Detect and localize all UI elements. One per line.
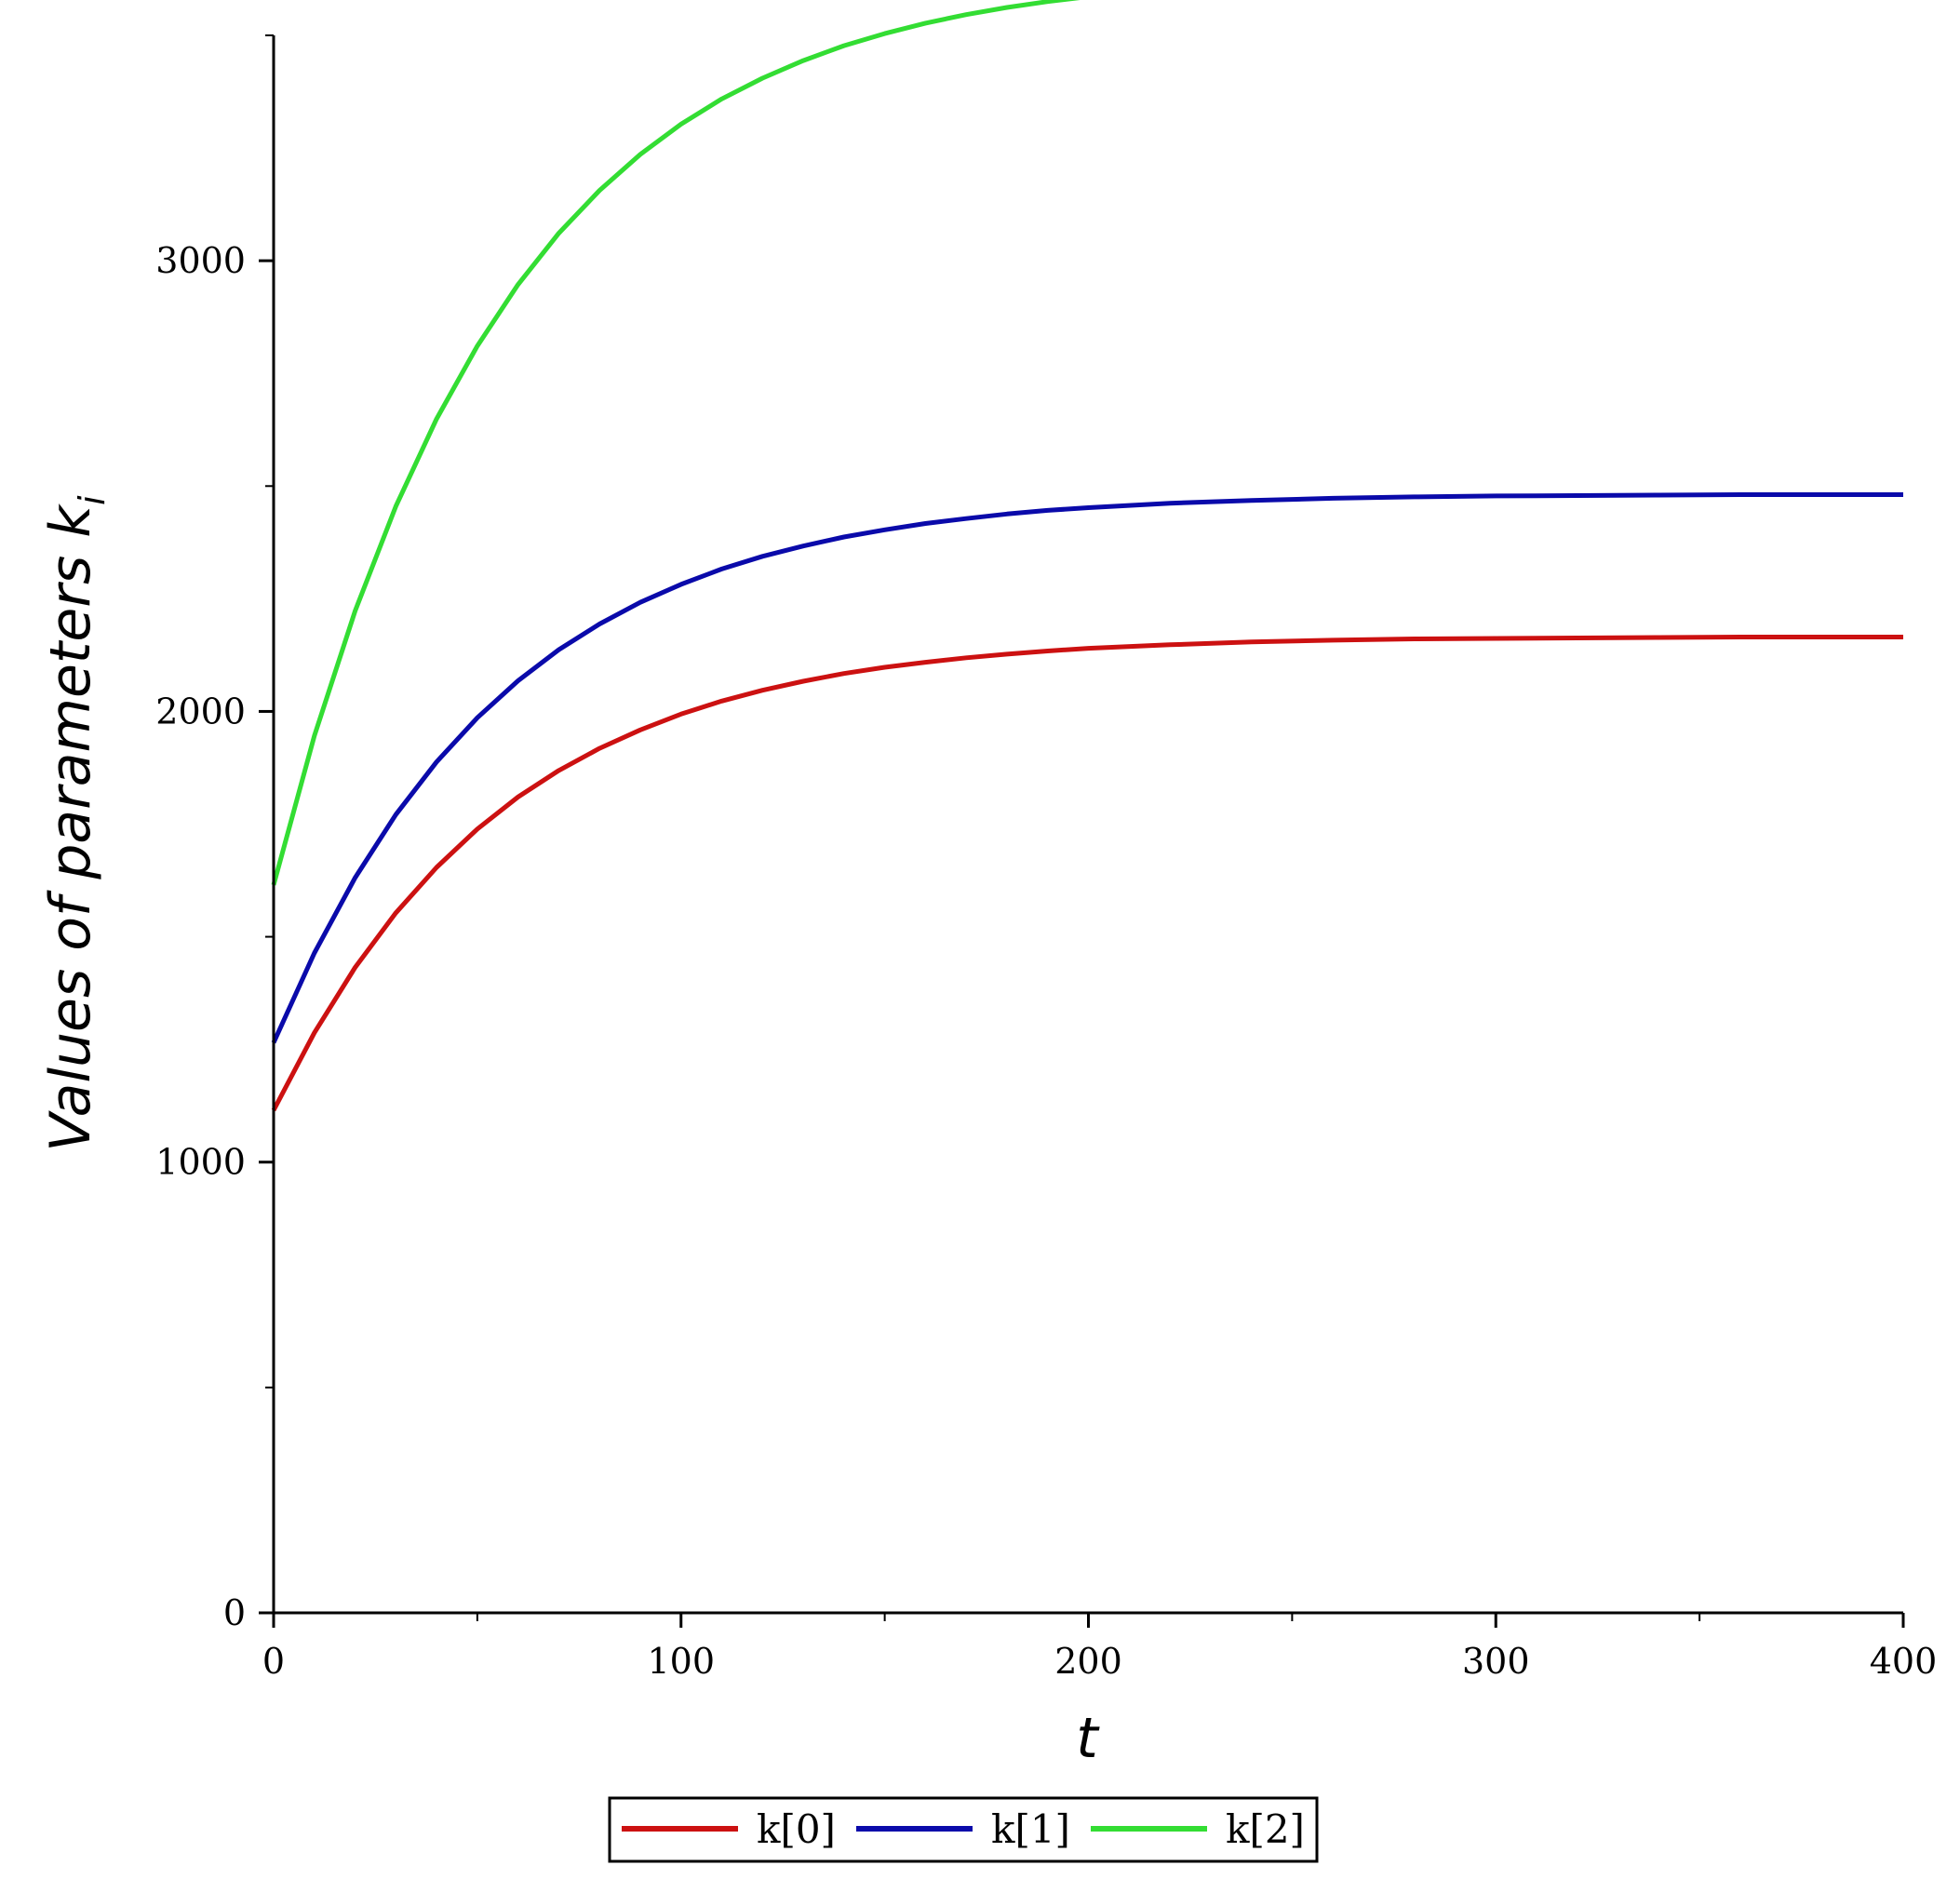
axes: [272, 35, 1903, 1615]
y-axis-title: Values of parameters ki: [38, 495, 113, 1152]
y-axis-title-subscript: i: [72, 495, 113, 505]
y-tick-label: 0: [223, 1592, 246, 1633]
series-line-k0: [271, 635, 1903, 1112]
ticks: 0 100 200 300 400 0 1000 2000 3000: [155, 34, 1938, 1682]
x-tick-label: 400: [1870, 1641, 1938, 1682]
series-line-k1: [271, 492, 1903, 1044]
series-line-k2: [271, 0, 1081, 886]
legend-label-k2: k[2]: [1226, 1806, 1305, 1852]
x-axis-title: t: [1076, 1706, 1100, 1771]
y-tick-label: 2000: [155, 691, 246, 731]
legend-label-k0: k[0]: [757, 1806, 836, 1852]
y-tick-label: 3000: [155, 240, 246, 281]
series-layer: [271, 0, 1903, 1112]
legend-label-k1: k[1]: [991, 1806, 1070, 1852]
x-tick-label: 300: [1462, 1641, 1530, 1682]
x-tick-label: 0: [262, 1641, 285, 1682]
x-tick-label: 100: [647, 1641, 715, 1682]
x-tick-label: 200: [1054, 1641, 1122, 1682]
y-axis-title-main: Values of parameters k: [38, 503, 103, 1152]
y-tick-label: 1000: [155, 1142, 246, 1183]
legend: k[0] k[1] k[2]: [608, 1796, 1319, 1863]
